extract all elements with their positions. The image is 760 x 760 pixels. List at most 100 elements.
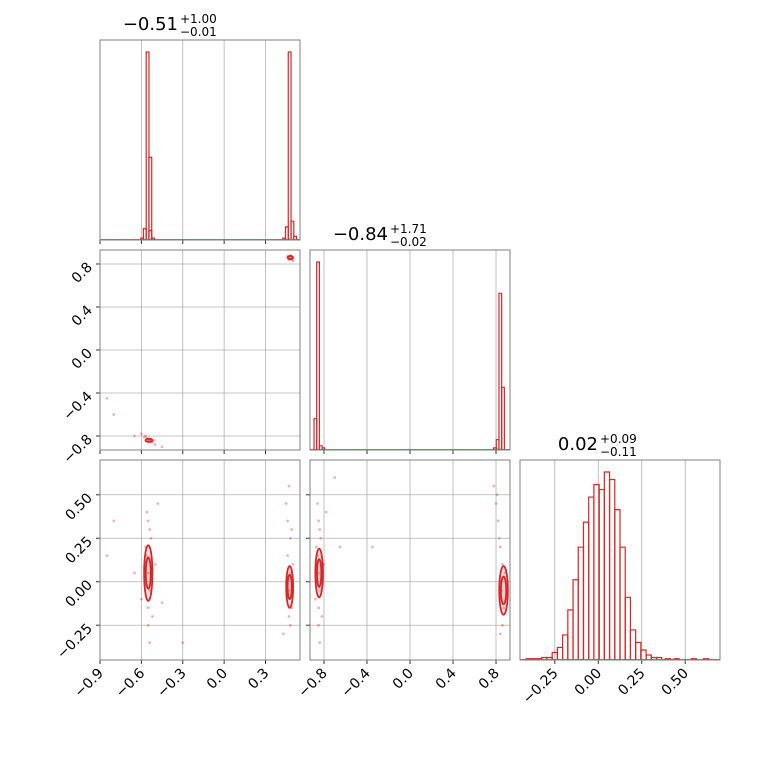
hist-2-bar-21	[635, 641, 642, 660]
param-title-2: 0.02 +0.09−0.11	[558, 432, 637, 459]
scatter-0-1-point-22	[112, 413, 116, 416]
scatter-1-2-point-24	[497, 536, 501, 540]
hist-0-bar-4	[148, 156, 153, 240]
scatter-0-1-ytick-label-0: −0.8	[60, 432, 95, 467]
scatter-0-2-point-8	[146, 519, 150, 523]
hist-2-bar-19	[624, 596, 632, 660]
hist-1-bar-3	[321, 447, 326, 450]
param-title-1-upper: +1.71	[390, 222, 427, 236]
hist-2-xtick-label-3: 0.50	[659, 666, 692, 699]
scatter-0-1-marks	[105, 253, 295, 449]
scatter-0-2-point-5	[148, 528, 152, 531]
scatter-0-1-ytick-label-2: 0.0	[69, 346, 96, 373]
scatter-1-2-point-19	[496, 519, 500, 523]
hist-2-xtick-label-1: 0.00	[572, 666, 605, 699]
hist-2-bar-8	[567, 609, 574, 660]
hist-1-bar-7	[501, 386, 505, 450]
scatter-1-2-point-26	[503, 571, 507, 575]
scatter-1-2-point-25	[501, 623, 504, 627]
hist-1-bar-1	[316, 261, 321, 450]
param-title-1-median: −0.84	[333, 224, 388, 245]
scatter-0-2-point-25	[287, 615, 291, 618]
scatter-0-1-ytick-label-3: 0.4	[69, 302, 96, 329]
scatter-0-2-ytick-label-0: −0.25	[54, 621, 96, 663]
scatter-1-2-point-15	[338, 545, 342, 549]
hist-2-xtick-label-0: −0.25	[520, 666, 562, 708]
scatter-1-2-point-6	[315, 545, 318, 549]
scatter-0-2-point-29	[288, 623, 292, 627]
hist-2-bars	[520, 471, 720, 660]
hist-0-bar-8	[287, 51, 292, 240]
scatter-1-2-point-28	[492, 484, 496, 488]
param-title-2-lower: −0.11	[600, 445, 637, 459]
scatter-0-2-point-14	[148, 641, 152, 645]
scatter-0-2-xtick-label-4: 0.3	[245, 666, 272, 693]
scatter-0-2-point-10	[153, 562, 157, 566]
scatter-1-2-point-16	[333, 475, 337, 479]
param-title-1-lower: −0.02	[390, 235, 427, 249]
scatter-1-2-point-12	[317, 623, 321, 627]
scatter-1-2-point-20	[498, 545, 502, 549]
hist-0-bar-10	[293, 235, 298, 240]
scatter-0-2-point-32	[282, 632, 285, 636]
scatter-0-2-point-26	[291, 562, 295, 566]
scatter-1-2-point-1	[318, 589, 322, 592]
hist-0-bar-2	[145, 51, 150, 240]
scatter-1-2-xtick-label-4: 0.8	[476, 666, 503, 693]
scatter-1-2-xtick-label-1: −0.4	[338, 665, 373, 700]
scatter-0-2-point-11	[160, 601, 164, 605]
scatter-1-2-point-5	[318, 528, 322, 531]
hist-2-bar-9	[572, 579, 579, 660]
scatter-0-2-point-24	[288, 536, 292, 540]
scatter-0-1-ytick-label-1: −0.4	[60, 388, 95, 423]
scatter-0-1-contour-1	[286, 255, 295, 261]
scatter-1-2-point-11	[324, 510, 328, 514]
scatter-0-2-point-2	[145, 554, 149, 558]
param-title-0-median: −0.51	[123, 14, 178, 35]
scatter-1-2-point-3	[319, 536, 323, 540]
scatter-0-2-frame	[99, 459, 301, 661]
scatter-1-2-point-8	[317, 519, 321, 523]
scatter-0-2-contour-1	[144, 556, 152, 590]
scatter-0-1-point-23	[133, 434, 136, 438]
scatter-0-2-point-3	[149, 536, 153, 540]
scatter-1-2-point-21	[501, 562, 504, 566]
scatter-0-2-point-18	[156, 502, 160, 505]
param-title-0: −0.51 +1.00−0.01	[123, 12, 217, 39]
scatter-0-2-point-30	[284, 502, 288, 505]
scatter-0-1-point-5	[144, 434, 147, 438]
param-title-2-median: 0.02	[558, 434, 598, 455]
scatter-panel-0-1: −0.8 −0.4 0.0 0.4 0.8	[60, 249, 301, 467]
scatter-0-2-point-12	[146, 623, 150, 627]
scatter-0-1-ytick-label-4: 0.8	[69, 259, 96, 286]
scatter-1-2-point-29	[495, 493, 499, 497]
scatter-0-2-ytick-label-1: 0.00	[62, 577, 95, 610]
hist-2-bar-25	[655, 656, 663, 660]
hist-2-bar-18	[619, 546, 626, 660]
scatter-0-2-contour-3	[286, 573, 293, 601]
hist-0-frame	[99, 39, 301, 241]
scatter-0-2-point-7	[151, 615, 154, 618]
scatter-1-2-point-27	[498, 632, 502, 636]
hist-2-xtick-label-2: 0.25	[615, 666, 648, 699]
param-title-0-upper: +1.00	[180, 12, 217, 26]
scatter-0-1-point-6	[139, 432, 143, 436]
scatter-0-2-marks	[105, 484, 295, 645]
hist-2-bar-20	[629, 629, 637, 660]
scatter-0-2-point-21	[288, 571, 292, 575]
hist-2-bar-12	[588, 496, 595, 660]
scatter-0-2-point-9	[139, 597, 143, 601]
hist-0-bar-9	[290, 220, 295, 240]
scatter-panel-0-2: −0.9 −0.6 −0.3 0.0 0.3 −0.25 0.00 0.25 0.50	[54, 459, 301, 701]
scatter-1-2-frame	[309, 459, 511, 661]
scatter-0-2-point-19	[181, 641, 185, 645]
hist-2-bar-17	[614, 509, 621, 660]
hist-0-bars	[100, 51, 300, 240]
scatter-1-2-point-17	[370, 545, 374, 549]
hist-2-bar-6	[556, 646, 564, 660]
scatter-1-2-contour-1	[316, 558, 323, 588]
histogram-panel-1: −0.84 +1.71−0.02	[309, 222, 511, 454]
scatter-panel-1-2: −0.8 −0.4 0.0 0.4 0.8	[295, 459, 511, 701]
